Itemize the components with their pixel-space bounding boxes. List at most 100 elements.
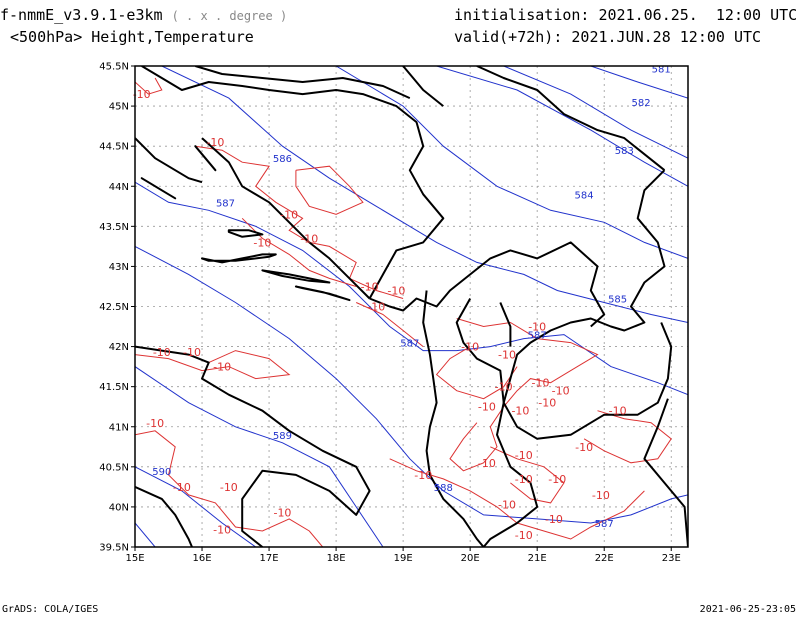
height-contour: [590, 66, 688, 99]
height-contour: [503, 66, 688, 159]
temperature-contour: [435, 346, 518, 400]
tick-label-lat: 45N: [109, 102, 129, 113]
temperature-contour: [135, 430, 324, 547]
temperature-label: -10: [609, 405, 627, 418]
temperature-label: -10: [538, 397, 556, 410]
height-contour: [135, 366, 384, 547]
temperature-label: -10: [575, 441, 593, 454]
temperature-label: -10: [511, 405, 529, 418]
temperature-label: -10: [273, 507, 291, 520]
temperature-contour: [583, 410, 672, 464]
axis-ticks: 15E 16E 17E 18E 19E 20E 21E 22E 23E 39.5N 40N 40.5N…: [99, 62, 681, 565]
temperature-label: -10: [478, 457, 496, 470]
temperature-label: -10: [528, 321, 546, 334]
height-label: 584: [575, 190, 594, 201]
field-title: <500hPa> Height,Temperature: [10, 28, 254, 46]
tick-label-lon: 22E: [595, 553, 614, 564]
height-label: 589: [273, 431, 292, 442]
temperature-label: -10: [213, 523, 231, 536]
temperature-label: -10: [461, 341, 479, 354]
temperature-label: -10: [592, 489, 610, 502]
island-outline: [227, 229, 264, 238]
temperature-contour: [295, 165, 364, 215]
border-line: [402, 66, 444, 107]
border-line: [643, 398, 688, 547]
border-line: [195, 66, 411, 100]
temperature-contour: [449, 318, 599, 472]
border-line: [135, 485, 193, 547]
tick-label-lon: 16E: [193, 553, 212, 564]
temperature-label: -10: [532, 377, 550, 390]
tick-label-lon: 17E: [260, 553, 279, 564]
model-title: f-nmmE_v3.9.1-e3km ( . x . degree ): [0, 6, 287, 24]
height-label: 587: [216, 198, 235, 209]
height-label: 587: [595, 519, 614, 530]
temperature-label: -10: [300, 232, 318, 245]
temperature-contour: [135, 77, 163, 95]
tick-label-lat: 42N: [109, 342, 129, 353]
units-label: ( . x . degree ): [171, 9, 288, 23]
border-line: [201, 137, 371, 300]
temperature-label: -10: [133, 88, 151, 101]
tick-label-lat: 44.5N: [99, 142, 129, 153]
temperature-label: -10: [146, 417, 164, 430]
temperature-label: -10: [253, 236, 271, 249]
island-outline: [140, 177, 177, 200]
temperature-label: -10: [548, 473, 566, 486]
temperature-label: -10: [515, 449, 533, 462]
height-contour: [335, 66, 688, 259]
temperature-label: -10: [498, 349, 516, 362]
height-label: 587: [400, 339, 419, 350]
temperature-label: -10: [367, 301, 385, 314]
border-line: [422, 290, 485, 547]
temperature-label: -10: [153, 346, 171, 359]
model-name: f-nmmE_v3.9.1-e3km: [0, 6, 163, 24]
temperature-label: -10: [495, 381, 513, 394]
tick-label-lon: 19E: [394, 553, 413, 564]
border-line: [502, 169, 673, 440]
border-line: [455, 298, 539, 547]
init-time: initialisation: 2021.06.25. 12:00 UTC: [454, 6, 798, 24]
tick-label-lon: 15E: [125, 553, 144, 564]
island-outline: [294, 285, 351, 302]
height-contour: [135, 245, 688, 524]
temperature-label: -10: [387, 284, 405, 297]
temperature-label: -10: [173, 481, 191, 494]
temperature-label: -10: [280, 208, 298, 221]
temperature-label: -10: [361, 280, 379, 293]
tick-label-lat: 42.5N: [99, 302, 129, 313]
height-contour: [161, 66, 688, 323]
tick-label-lat: 41N: [109, 422, 129, 433]
height-contour: [135, 522, 156, 547]
temperature-contour: [355, 302, 424, 347]
height-contour: [135, 466, 256, 547]
height-label: 581: [652, 64, 671, 75]
height-label: 583: [615, 146, 634, 157]
height-label: 590: [152, 467, 171, 478]
temperature-label: -10: [545, 513, 563, 526]
height-label: 586: [273, 154, 292, 165]
tick-label-lat: 44N: [109, 182, 129, 193]
tick-label-lat: 43N: [109, 262, 129, 273]
border-line: [476, 66, 666, 171]
border-line: [135, 345, 371, 547]
island-outline: [194, 145, 217, 172]
temperature-contour: [490, 446, 565, 504]
temperature-label: -10: [213, 361, 231, 374]
tick-label-lat: 45.5N: [99, 62, 129, 73]
border-line: [369, 241, 606, 328]
height-label: 588: [434, 483, 453, 494]
footer-credit: GrADS: COLA/IGES: [2, 604, 99, 615]
temperature-label: -10: [498, 499, 516, 512]
tick-label-lat: 41.5N: [99, 382, 129, 393]
border-line: [499, 302, 512, 347]
temperature-label: -10: [220, 481, 238, 494]
contour-labels: 581 582 583 584 585 586 587 587 587 587 588 589 590 -…: [133, 64, 671, 542]
temperature-label: -10: [414, 469, 432, 482]
temperature-contour: [135, 350, 291, 380]
temperature-label: -10: [478, 401, 496, 414]
temperature-label: -10: [515, 473, 533, 486]
height-label: 582: [632, 98, 651, 109]
island-outline: [201, 253, 277, 264]
